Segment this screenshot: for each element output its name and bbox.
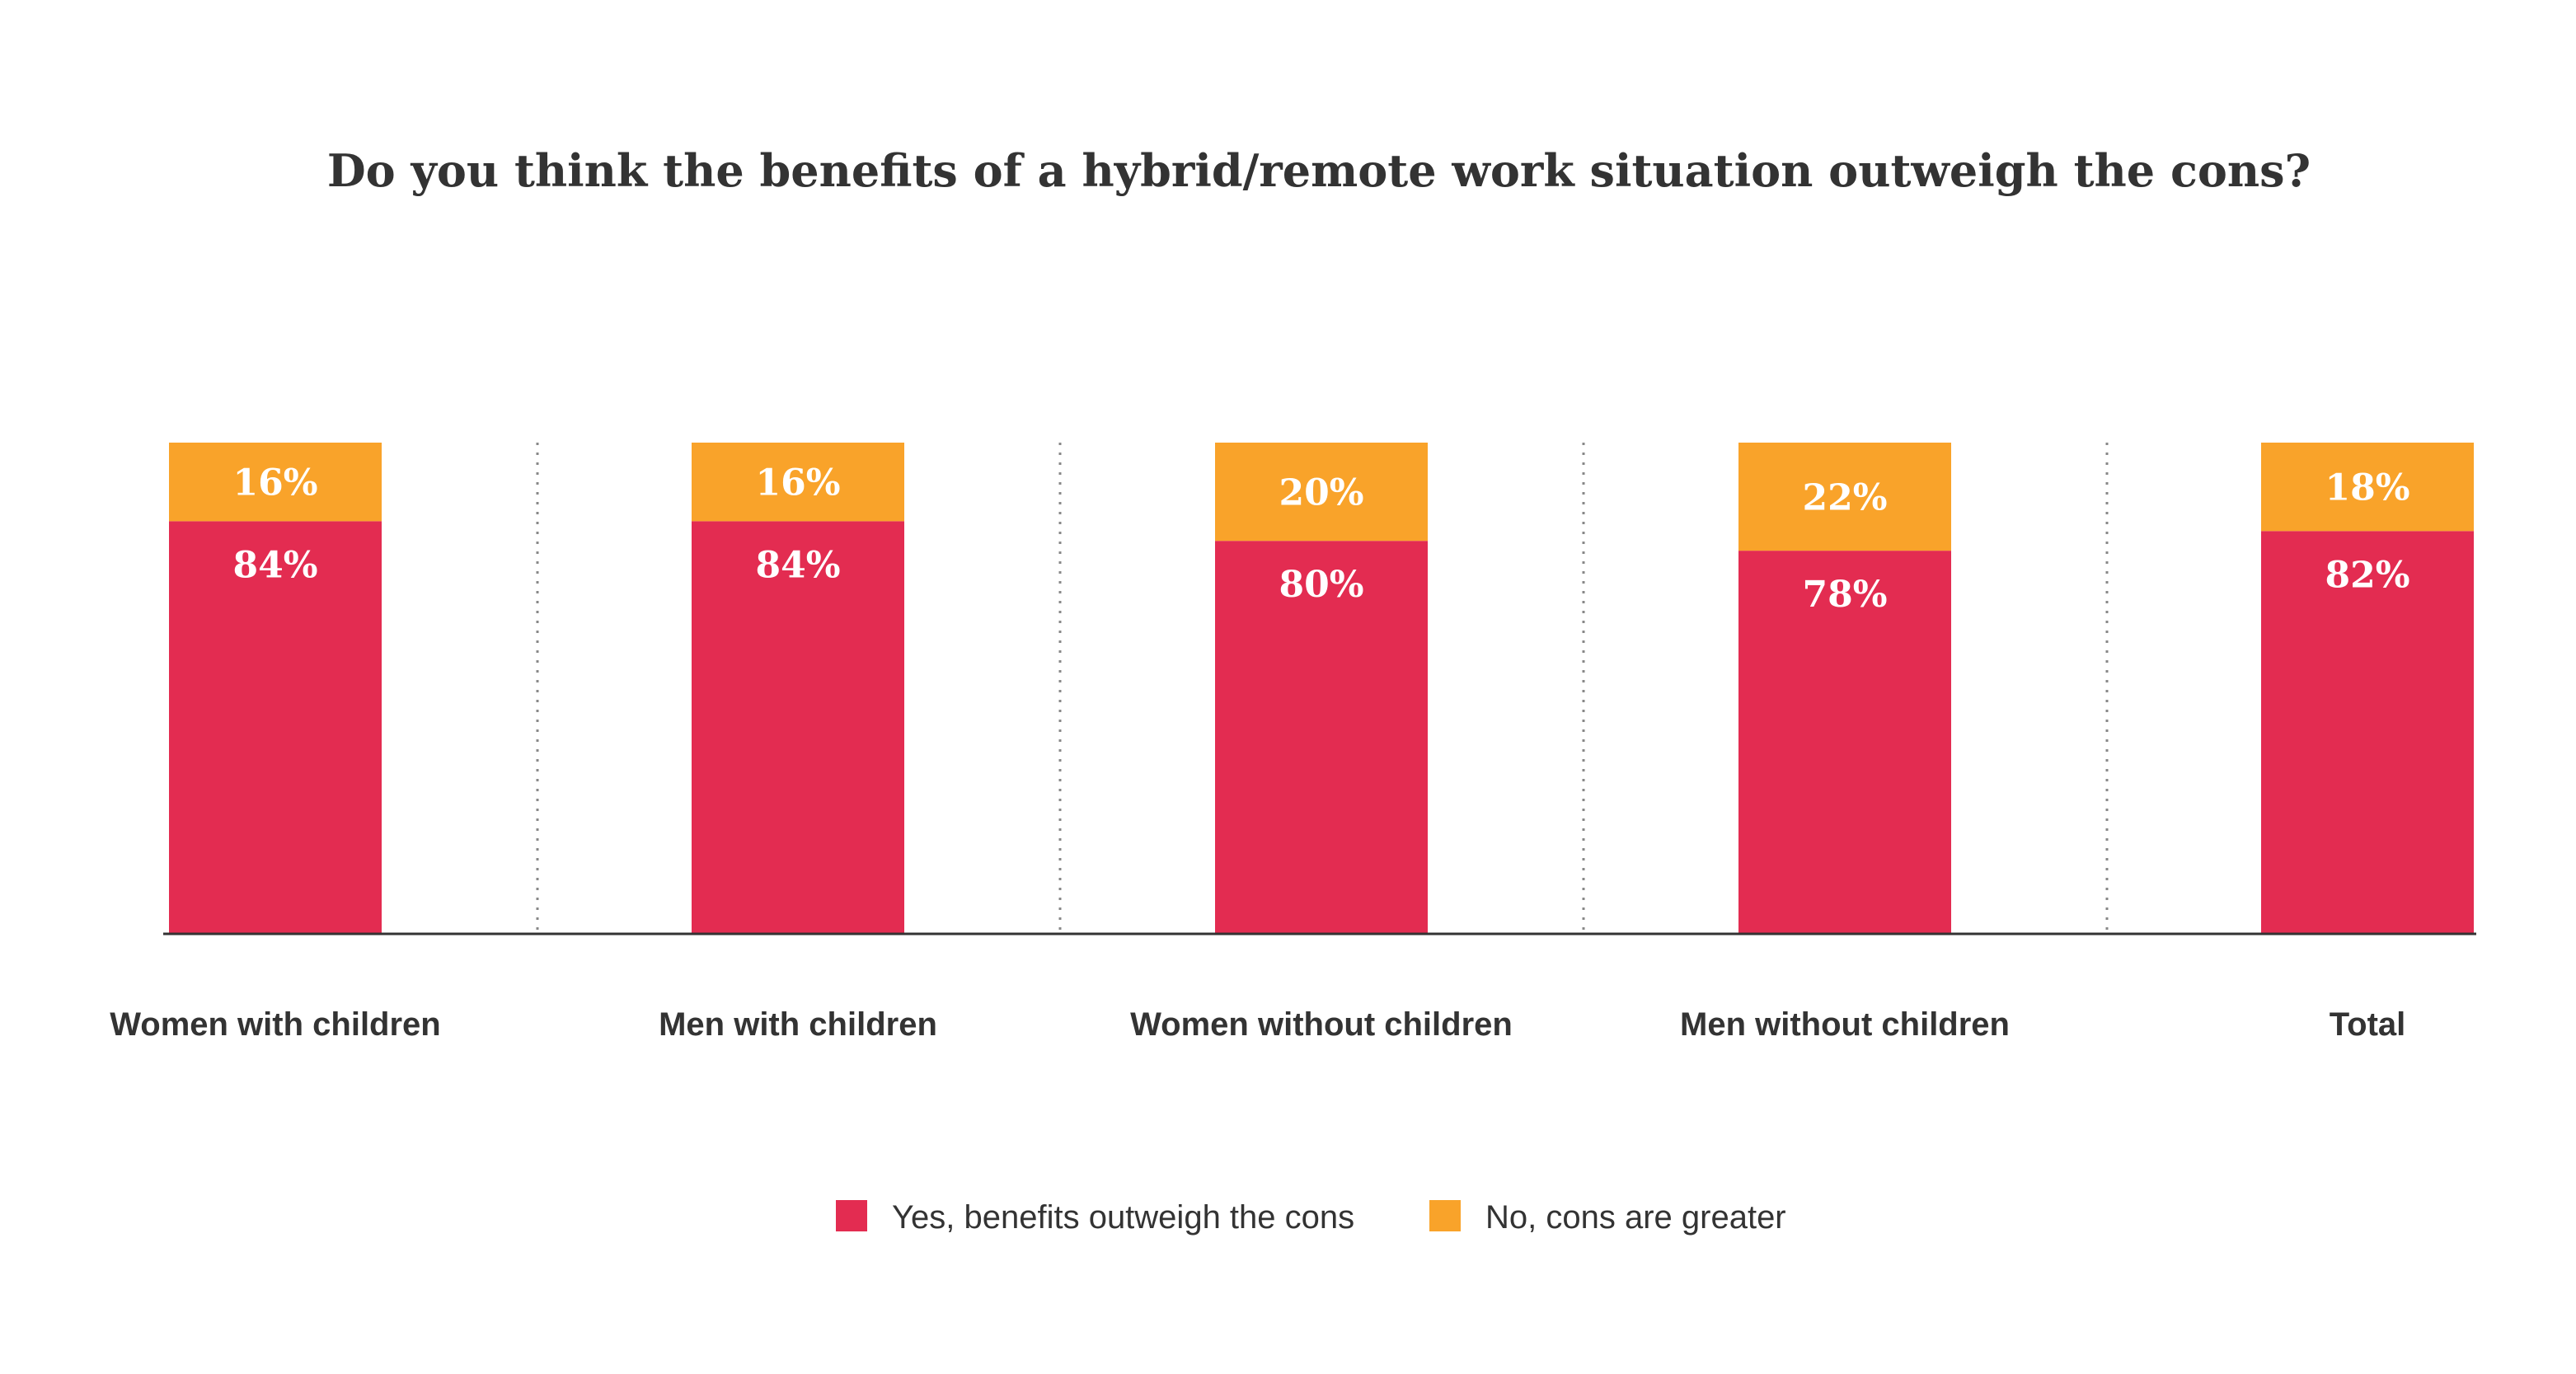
data-label-no: 20% — [1279, 472, 1363, 514]
category-labels: Women with children Men with children Wome… — [110, 1006, 2405, 1043]
bar-no — [692, 443, 904, 522]
bar-yes — [1738, 551, 1951, 934]
data-label-no: 18% — [2325, 467, 2409, 509]
data-label-yes: 82% — [2325, 554, 2409, 596]
bar-yes — [692, 521, 904, 934]
data-label-yes: 84% — [232, 544, 317, 586]
data-label-yes: 78% — [1802, 574, 1887, 616]
legend-label: Yes, benefits outweigh the cons — [892, 1199, 1354, 1236]
data-label-no: 16% — [232, 462, 317, 504]
category-label: Men without children — [1680, 1006, 2010, 1043]
category-label: Women with children — [110, 1006, 441, 1043]
bar-no — [169, 443, 382, 522]
bar-no — [1215, 443, 1428, 542]
category-label: Total — [2330, 1006, 2406, 1043]
bar-no — [2261, 443, 2474, 532]
legend-swatch — [836, 1200, 867, 1231]
data-label-yes: 84% — [755, 544, 840, 586]
legend-label: No, cons are greater — [1485, 1199, 1786, 1236]
data-label-no: 16% — [755, 462, 840, 504]
legend-swatch — [1429, 1200, 1461, 1231]
legend: Yes, benefits outweigh the cons No, cons … — [836, 1199, 1786, 1236]
category-label: Women without children — [1130, 1006, 1513, 1043]
data-label-no: 22% — [1802, 477, 1887, 519]
chart-title: Do you think the benefits of a hybrid/re… — [327, 144, 2311, 197]
category-label: Men with children — [659, 1006, 937, 1043]
bar-no — [1738, 443, 1951, 551]
bar-yes — [2261, 531, 2474, 934]
data-label-yes: 80% — [1279, 564, 1363, 606]
bar-yes — [1215, 541, 1428, 934]
bars-group: 16% 84% 16% 84% 20% 80% 22% 78% 18% 82% — [169, 443, 2474, 934]
bar-yes — [169, 521, 382, 934]
